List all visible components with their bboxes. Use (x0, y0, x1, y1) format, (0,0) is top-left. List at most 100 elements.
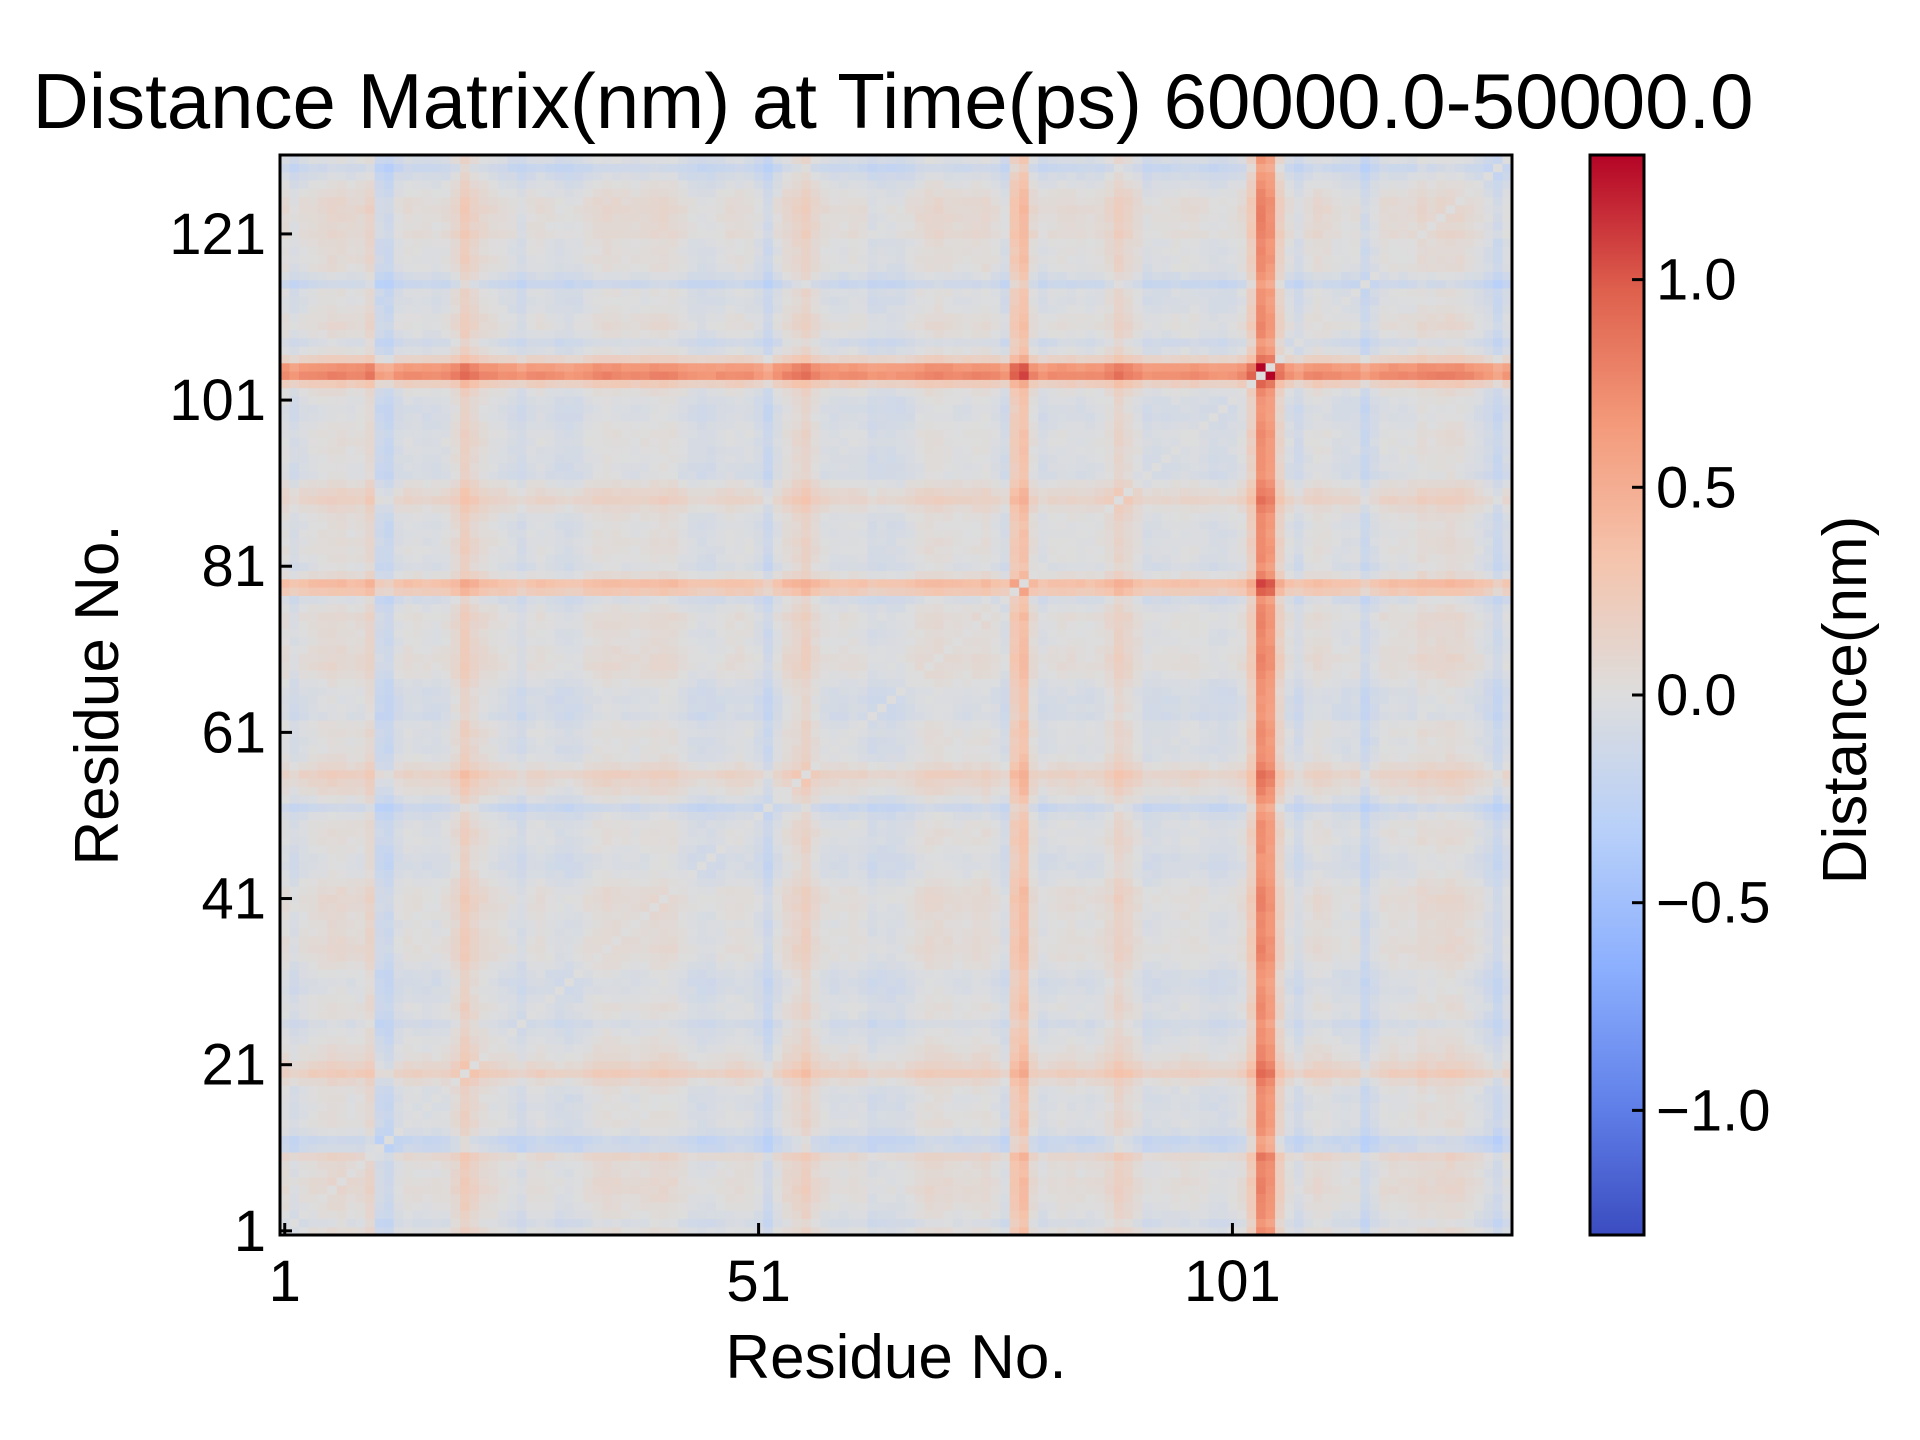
heatmap-cell (422, 778, 433, 787)
heatmap-cell (336, 994, 347, 1003)
heatmap-cell (516, 769, 527, 779)
heatmap-cell (450, 263, 461, 272)
heatmap-cell (545, 985, 556, 995)
heatmap-cell (280, 412, 291, 422)
heatmap-cell (507, 487, 518, 497)
heatmap-cell (469, 412, 480, 422)
heatmap-cell (526, 628, 537, 638)
heatmap-cell (327, 179, 338, 189)
heatmap-cell (384, 628, 395, 638)
heatmap-cell (431, 279, 442, 289)
heatmap-cell (630, 969, 641, 979)
heatmap-cell (573, 1218, 584, 1228)
heatmap-cell (602, 1135, 613, 1145)
heatmap-cell (554, 736, 565, 746)
heatmap-cell (592, 238, 603, 247)
heatmap-cell (289, 479, 300, 488)
heatmap-cell (535, 819, 546, 829)
heatmap-cell (516, 1102, 527, 1111)
heatmap-cell (583, 1135, 594, 1145)
heatmap-cell (412, 703, 423, 713)
heatmap-cell (384, 1060, 395, 1070)
heatmap-cell (327, 944, 338, 954)
heatmap-cell (554, 952, 565, 962)
heatmap-cell (355, 155, 366, 164)
heatmap-cell (441, 512, 452, 522)
heatmap-cell (355, 761, 366, 771)
heatmap-cell (516, 179, 527, 189)
heatmap-cell (479, 1102, 490, 1111)
heatmap-cell (280, 462, 291, 472)
heatmap-cell (469, 969, 480, 979)
heatmap-cell (640, 960, 651, 970)
heatmap-cell (507, 1185, 518, 1195)
heatmap-cell (441, 196, 452, 206)
heatmap-cell (488, 238, 499, 247)
heatmap-cell (298, 412, 310, 422)
heatmap-cell (412, 894, 423, 904)
heatmap-cell (488, 661, 499, 671)
heatmap-cell (611, 894, 622, 904)
heatmap-cell (336, 570, 347, 580)
heatmap-cell (355, 537, 366, 547)
heatmap-cell (592, 636, 603, 646)
heatmap-cell (327, 836, 338, 846)
heatmap-cell (374, 188, 385, 198)
heatmap-cell (298, 794, 310, 804)
heatmap-cell (289, 985, 300, 995)
heatmap-cell (621, 578, 632, 588)
heatmap-cell (280, 753, 291, 763)
heatmap-cell (280, 1027, 291, 1037)
heatmap-cell (317, 362, 328, 372)
heatmap-cell (317, 404, 328, 414)
heatmap-cell (583, 1068, 594, 1078)
heatmap-cell (327, 254, 338, 264)
heatmap-cell (280, 877, 291, 887)
heatmap-cell (488, 545, 499, 555)
heatmap-cell (336, 1160, 347, 1170)
heatmap-cell (327, 188, 338, 198)
heatmap-cell (573, 678, 584, 688)
heatmap-cell (545, 1168, 556, 1178)
heatmap-cell (441, 686, 452, 696)
heatmap-cell (355, 686, 366, 696)
heatmap-cell (611, 1077, 622, 1087)
heatmap-cell (545, 836, 556, 846)
heatmap-cell (327, 520, 338, 530)
heatmap-cell (611, 1019, 622, 1028)
heatmap-cell (308, 695, 319, 704)
heatmap-cell (611, 1160, 622, 1170)
heatmap-cell (573, 994, 584, 1003)
heatmap-cell (346, 279, 357, 289)
heatmap-cell (507, 1085, 518, 1095)
heatmap-cell (611, 952, 622, 962)
heatmap-cell (355, 437, 366, 447)
heatmap-cell (393, 271, 404, 281)
heatmap-cell (564, 287, 575, 297)
heatmap-cell (545, 1118, 556, 1128)
heatmap-cell (298, 354, 310, 364)
heatmap-cell (298, 1168, 310, 1178)
heatmap-cell (488, 1035, 499, 1045)
heatmap-cell (602, 1085, 613, 1095)
heatmap-cell (431, 611, 442, 621)
heatmap-cell (554, 437, 565, 447)
heatmap-cell (422, 711, 433, 721)
heatmap-cell (469, 661, 480, 671)
heatmap-cell (431, 753, 442, 763)
heatmap-cell (450, 1027, 461, 1037)
heatmap-cell (611, 994, 622, 1003)
heatmap-cell (583, 927, 594, 937)
heatmap-cell (365, 570, 376, 580)
heatmap-cell (488, 1201, 499, 1211)
heatmap-cell (535, 420, 546, 430)
heatmap-cell (535, 1035, 546, 1045)
heatmap-cell (516, 1002, 527, 1012)
heatmap-cell (403, 296, 414, 306)
heatmap-cell (592, 346, 603, 355)
heatmap-cell (583, 894, 594, 904)
heatmap-cell (336, 1127, 347, 1136)
heatmap-cell (327, 1077, 338, 1087)
heatmap-cell (545, 204, 556, 214)
heatmap-cell (516, 1210, 527, 1219)
